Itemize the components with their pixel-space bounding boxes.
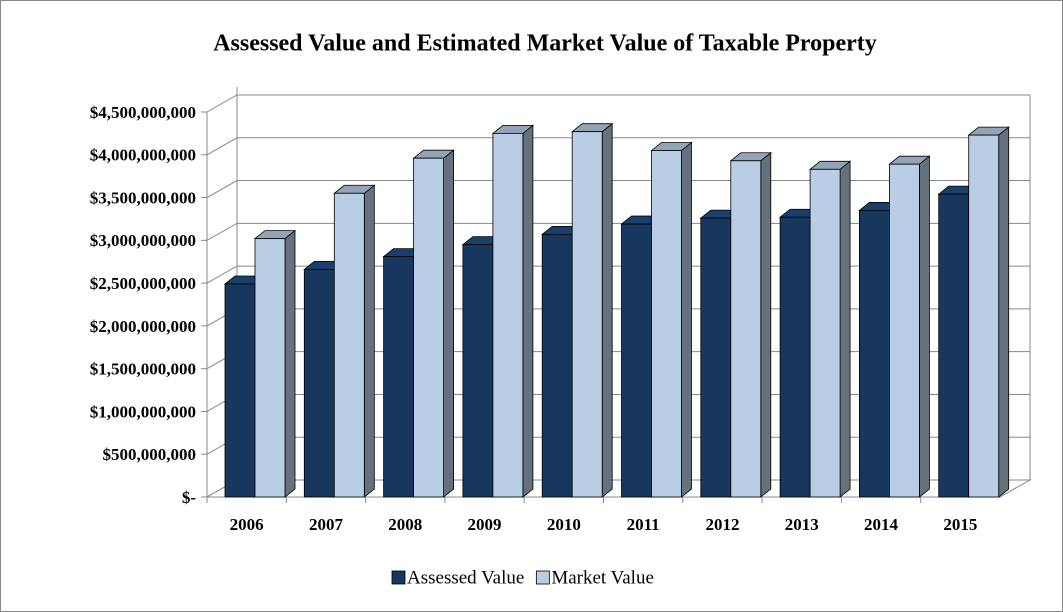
y-tick-label: $2,000,000,000 [90, 317, 196, 336]
bar-front [413, 157, 445, 498]
x-tick-label: 2008 [388, 515, 422, 534]
legend-swatch [391, 570, 406, 585]
bar-front [333, 192, 365, 498]
bar-front [938, 193, 970, 498]
bar-front [809, 168, 841, 498]
bar-side [601, 122, 613, 498]
x-tick-label: 2006 [230, 515, 264, 534]
bar [729, 151, 772, 498]
bar-side [522, 124, 534, 498]
bar-front [571, 131, 603, 498]
bar [888, 155, 931, 498]
bar [571, 122, 614, 498]
bar-front [541, 233, 573, 498]
x-tick-label: 2010 [547, 515, 581, 534]
bar-side [919, 155, 930, 498]
bar-front [254, 238, 286, 498]
bar-front [779, 216, 811, 498]
bar-side [760, 151, 772, 498]
x-tick-label: 2015 [943, 515, 977, 534]
bar-front [651, 150, 682, 498]
x-tick-label: 2011 [627, 515, 660, 534]
bar-side [363, 184, 375, 498]
bar [808, 160, 852, 498]
grid-line [206, 94, 1030, 113]
legend-label: Market Value [551, 567, 654, 588]
bar-front [621, 223, 652, 498]
bar-front [968, 134, 1000, 498]
bar [650, 141, 693, 498]
bar-front [889, 163, 920, 498]
x-tick-label: 2009 [468, 515, 502, 534]
y-tick-label: $1,500,000,000 [90, 360, 196, 379]
bar [491, 124, 535, 498]
bar-front [303, 269, 335, 498]
y-tick-label: $3,500,000,000 [90, 188, 196, 207]
y-tick-label: $- [182, 488, 197, 507]
y-tick-label: $4,000,000,000 [90, 146, 196, 165]
bar-side [284, 229, 296, 498]
y-tick-label: $4,500,000,000 [90, 103, 196, 122]
bar-front [462, 244, 494, 498]
legend-label: Assessed Value [407, 567, 524, 588]
x-tick-label: 2013 [785, 515, 819, 534]
bar [253, 229, 297, 498]
bar-side [443, 149, 455, 498]
bar-front [730, 160, 762, 498]
chart-title: Assessed Value and Estimated Market Valu… [213, 31, 877, 57]
bar [412, 149, 455, 498]
bar-front [224, 283, 256, 498]
y-tick-label: $500,000,000 [103, 445, 197, 464]
bar-front [492, 132, 524, 498]
x-tick-label: 2012 [705, 515, 739, 534]
y-tick-label: $2,500,000,000 [90, 274, 196, 293]
bar-side [839, 160, 851, 498]
bar-side [681, 141, 692, 498]
bar-front [700, 217, 732, 498]
legend-swatch [535, 570, 550, 585]
y-tick-label: $1,000,000,000 [90, 402, 196, 421]
bar-front [383, 256, 415, 498]
bar-front [859, 209, 890, 498]
y-tick-label: $3,000,000,000 [90, 231, 196, 250]
bar [967, 126, 1010, 498]
bar-side [998, 126, 1010, 498]
bar [333, 184, 376, 498]
x-tick-label: 2014 [864, 515, 899, 534]
grid-line [206, 137, 1030, 156]
x-tick-label: 2007 [309, 515, 344, 534]
